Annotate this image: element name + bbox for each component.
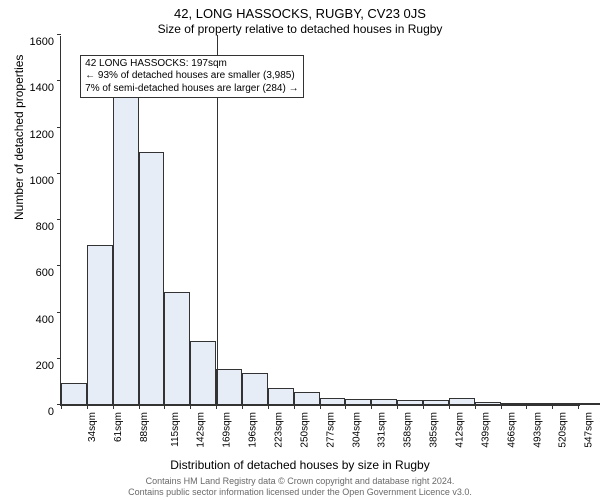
x-tick-mark [552,405,553,409]
y-tick-label: 1600 [14,36,54,48]
y-tick-mark [57,34,61,35]
x-tick-mark [61,405,62,409]
x-tick-label: 520sqm [558,412,569,448]
histogram-bar [294,392,320,405]
histogram-bar [61,383,87,405]
x-tick-mark [397,405,398,409]
chart-title: Size of property relative to detached ho… [0,22,600,36]
y-tick-mark [57,312,61,313]
histogram-bar [552,403,578,405]
x-tick-mark [423,405,424,409]
x-tick-label: 412sqm [455,412,466,448]
y-tick-label: 0 [14,406,54,418]
x-tick-label: 61sqm [113,412,124,442]
histogram-bar [242,373,268,405]
x-tick-mark [242,405,243,409]
x-tick-label: 493sqm [532,412,543,448]
histogram-bar [423,400,449,405]
y-tick-mark [57,219,61,220]
histogram-bar [371,399,397,405]
y-tick-mark [57,265,61,266]
y-tick-label: 200 [14,360,54,372]
x-tick-label: 358sqm [403,412,414,448]
x-tick-mark [345,405,346,409]
y-tick-label: 800 [14,221,54,233]
histogram-bar [475,402,501,405]
histogram-bar [139,152,165,405]
x-tick-label: 547sqm [584,412,595,448]
x-tick-mark [475,405,476,409]
y-tick-label: 1200 [14,129,54,141]
chart-supertitle: 42, LONG HASSOCKS, RUGBY, CV23 0JS [0,6,600,21]
x-tick-label: 466sqm [506,412,517,448]
x-tick-mark [87,405,88,409]
histogram-bar [164,292,190,405]
annotation-line: 7% of semi-detached houses are larger (2… [85,83,298,96]
footer-line2: Contains public sector information licen… [0,487,600,498]
x-tick-mark [268,405,269,409]
histogram-bar [113,97,139,405]
x-tick-label: 439sqm [480,412,491,448]
x-tick-label: 115sqm [169,412,180,447]
x-tick-mark [371,405,372,409]
histogram-bar [578,403,600,405]
y-tick-mark [57,358,61,359]
x-tick-label: 223sqm [274,412,285,448]
x-tick-mark [190,405,191,409]
footer-attribution: Contains HM Land Registry data © Crown c… [0,476,600,498]
x-tick-label: 34sqm [87,412,98,442]
y-tick-label: 600 [14,267,54,279]
histogram-bar [268,388,294,405]
y-tick-mark [57,127,61,128]
histogram-bar [345,399,371,405]
y-tick-label: 400 [14,314,54,326]
x-tick-label: 142sqm [196,412,207,448]
x-tick-mark [578,405,579,409]
annotation-line: ← 93% of detached houses are smaller (3,… [85,70,298,83]
y-tick-mark [57,173,61,174]
x-tick-mark [449,405,450,409]
histogram-bar [87,245,113,405]
x-tick-label: 250sqm [299,412,310,448]
y-tick-mark [57,80,61,81]
x-tick-mark [320,405,321,409]
x-tick-label: 304sqm [351,412,362,448]
x-tick-mark [139,405,140,409]
histogram-bar [216,369,242,405]
x-tick-label: 277sqm [325,412,336,448]
histogram-bar [320,398,346,405]
footer-line1: Contains HM Land Registry data © Crown c… [0,476,600,487]
histogram-bar [501,403,527,405]
x-tick-mark [216,405,217,409]
histogram-bar [190,341,216,405]
annotation-box: 42 LONG HASSOCKS: 197sqm← 93% of detache… [80,55,303,99]
x-tick-label: 385sqm [429,412,440,448]
x-tick-mark [501,405,502,409]
annotation-line: 42 LONG HASSOCKS: 197sqm [85,58,298,71]
x-axis-label: Distribution of detached houses by size … [0,458,600,472]
x-tick-label: 169sqm [222,412,233,448]
histogram-bar [397,400,423,405]
y-tick-label: 1000 [14,175,54,187]
x-tick-mark [294,405,295,409]
chart-area: 42 LONG HASSOCKS: 197sqm← 93% of detache… [60,36,580,406]
x-tick-label: 196sqm [248,412,259,448]
y-tick-label: 1400 [14,82,54,94]
histogram-bar [526,403,552,405]
x-tick-mark [164,405,165,409]
histogram-bar [449,398,475,405]
plot-region: 42 LONG HASSOCKS: 197sqm← 93% of detache… [60,36,580,406]
x-tick-mark [526,405,527,409]
x-tick-label: 88sqm [139,412,150,442]
x-tick-label: 331sqm [377,412,388,448]
x-tick-mark [113,405,114,409]
